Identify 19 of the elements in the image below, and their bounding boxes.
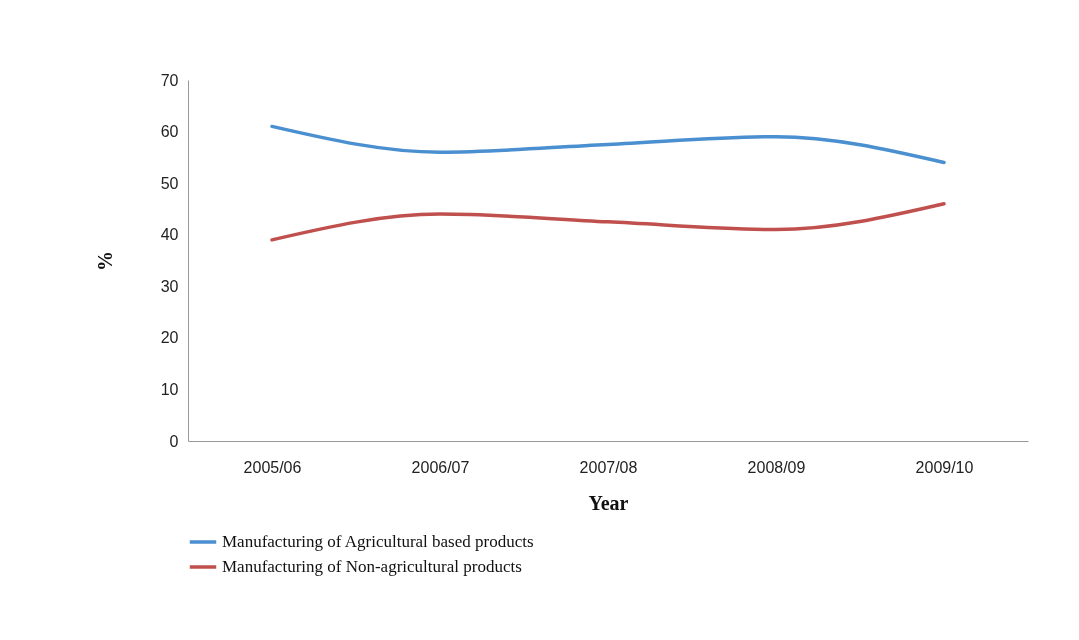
x-tick-label: 2005/06 [243, 458, 302, 476]
x-tick-label: 2007/08 [579, 458, 638, 476]
y-tick-label: 70 [160, 71, 179, 89]
y-tick-label: 30 [160, 277, 179, 295]
x-tick-label: 2006/07 [411, 458, 470, 476]
y-tick-label: 60 [160, 123, 179, 141]
y-tick-label: 0 [169, 432, 179, 450]
y-tick-label: 20 [160, 329, 179, 347]
y-tick-label: 40 [160, 226, 179, 244]
y-tick-label: 50 [160, 174, 179, 192]
x-tick-label: 2008/09 [747, 458, 806, 476]
y-tick-label: 10 [160, 380, 179, 398]
x-axis-title: Year [588, 491, 629, 514]
line-series [270, 124, 946, 165]
y-axis-title: % [93, 251, 116, 271]
legend-label: Manufacturing of Non-agricultural products [222, 557, 522, 576]
x-tick-label: 2009/10 [915, 458, 974, 476]
legend-label: Manufacturing of Agricultural based products [222, 532, 534, 551]
line-series [270, 202, 946, 242]
